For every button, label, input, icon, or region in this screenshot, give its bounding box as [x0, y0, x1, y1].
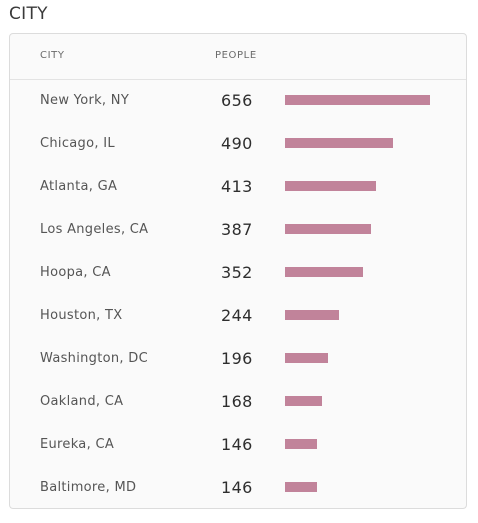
- bar-track: [285, 482, 445, 492]
- city-name: Hoopa, CA: [40, 265, 111, 280]
- people-count: 490: [221, 134, 253, 153]
- table-row: Eureka, CA 146: [10, 423, 466, 466]
- column-header-city: CITY: [40, 50, 65, 61]
- people-count: 656: [221, 91, 253, 110]
- people-count: 168: [221, 392, 253, 411]
- people-count: 387: [221, 220, 253, 239]
- people-bar: [285, 439, 317, 449]
- city-name: Atlanta, GA: [40, 179, 118, 194]
- bar-track: [285, 353, 445, 363]
- city-name: Baltimore, MD: [40, 480, 137, 495]
- bar-track: [285, 181, 445, 191]
- people-bar: [285, 224, 371, 234]
- table-row: Chicago, IL 490: [10, 122, 466, 165]
- people-bar: [285, 181, 376, 191]
- people-bar: [285, 95, 430, 105]
- table-row: Washington, DC 196: [10, 337, 466, 380]
- bar-track: [285, 310, 445, 320]
- table-row: Los Angeles, CA 387: [10, 208, 466, 251]
- bar-track: [285, 267, 445, 277]
- table-row: New York, NY 656: [10, 79, 466, 122]
- table-row: Atlanta, GA 413: [10, 165, 466, 208]
- section-title: CITY: [9, 4, 48, 24]
- people-count: 146: [221, 435, 253, 454]
- people-bar: [285, 267, 363, 277]
- city-name: Eureka, CA: [40, 437, 115, 452]
- table-row: Hoopa, CA 352: [10, 251, 466, 294]
- city-name: Houston, TX: [40, 308, 123, 323]
- people-count: 196: [221, 349, 253, 368]
- city-table-card: CITY PEOPLE New York, NY 656 Chicago, IL…: [9, 33, 467, 509]
- column-header-people: PEOPLE: [215, 50, 257, 61]
- city-name: Chicago, IL: [40, 136, 115, 151]
- people-count: 352: [221, 263, 253, 282]
- city-name: New York, NY: [40, 93, 130, 108]
- people-count: 146: [221, 478, 253, 497]
- people-count: 413: [221, 177, 253, 196]
- people-bar: [285, 310, 339, 320]
- bar-track: [285, 138, 445, 148]
- people-bar: [285, 396, 322, 406]
- city-name: Oakland, CA: [40, 394, 124, 409]
- people-bar: [285, 138, 393, 148]
- people-count: 244: [221, 306, 253, 325]
- people-bar: [285, 353, 328, 363]
- people-bar: [285, 482, 317, 492]
- city-name: Washington, DC: [40, 351, 148, 366]
- table-row: Baltimore, MD 146: [10, 466, 466, 509]
- bar-track: [285, 439, 445, 449]
- city-name: Los Angeles, CA: [40, 222, 149, 237]
- bar-track: [285, 396, 445, 406]
- bar-track: [285, 224, 445, 234]
- table-header: CITY PEOPLE: [10, 34, 466, 80]
- bar-track: [285, 95, 445, 105]
- table-row: Houston, TX 244: [10, 294, 466, 337]
- table-row: Oakland, CA 168: [10, 380, 466, 423]
